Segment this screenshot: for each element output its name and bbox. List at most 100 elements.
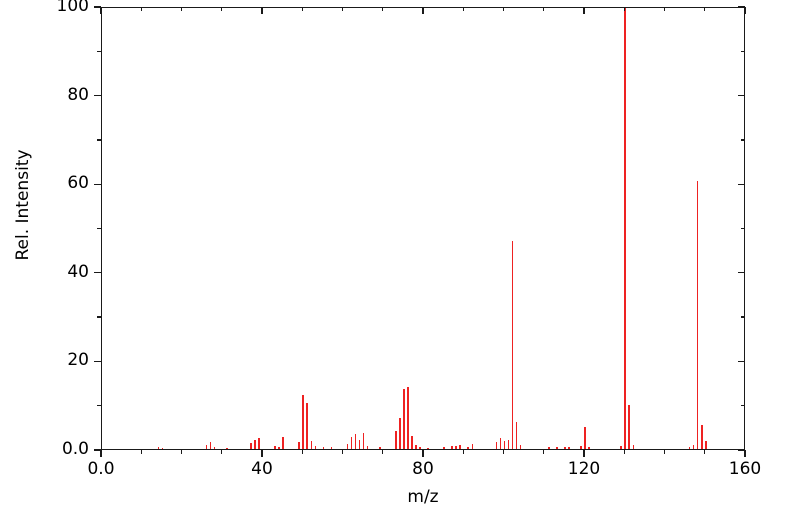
x-tick-minor [462,450,464,454]
spectrum-peak [451,446,453,449]
x-tick-label: 80 [412,459,434,479]
spectrum-peak [471,443,474,449]
spectrum-peak [205,445,208,449]
spectrum-peak [346,444,349,449]
y-tick-label: 40 [67,261,89,282]
x-tick-major-top [583,7,585,14]
x-tick-major-top [744,7,746,14]
y-tick-label: 60 [67,173,89,194]
spectrum-peak [378,446,381,449]
x-tick-minor [704,450,706,454]
x-tick-major [422,450,424,457]
spectrum-peak [580,446,582,449]
spectrum-peak [459,444,462,449]
spectrum-peak [366,446,369,449]
x-tick-major [261,450,263,457]
y-tick-major [94,360,101,363]
y-tick-label: 0.0 [61,439,89,459]
spectrum-peak [302,394,305,449]
y-tick-minor-right [741,405,745,407]
y-tick-label: 20 [67,350,89,371]
spectrum-peak [499,438,502,449]
y-tick-minor [97,139,101,141]
x-tick-major [583,450,585,457]
y-tick-minor-right [741,316,745,318]
spectrum-peak [225,447,228,449]
x-tick-minor-top [502,7,505,11]
spectrum-peak [209,441,212,449]
x-tick-major-top [422,7,424,14]
spectrum-peak [704,441,707,449]
y-tick-major [94,449,101,451]
y-tick-major-right [738,183,745,185]
spectrum-peak [588,446,590,449]
spectrum-peak [330,447,333,449]
spectrum-peak [213,446,216,449]
spectrum-peak [407,386,409,449]
spectrum-peak [519,444,522,449]
x-axis-title: m/z [407,487,439,507]
y-tick-major-right [738,449,745,451]
spectrum-peak [250,442,252,449]
spectrum-peak [314,445,317,449]
spectrum-peak [350,437,353,449]
x-tick-minor-top [180,7,183,11]
y-tick-minor-right [741,139,745,141]
x-tick-minor-top [301,7,303,11]
x-tick-minor-top [382,7,384,11]
spectrum-peak [515,422,518,449]
y-tick-major [94,272,101,274]
spectrum-peak [415,444,417,449]
spectrum-peak [632,445,635,449]
spectrum-peak [620,446,623,449]
x-tick-minor [663,450,666,454]
x-tick-minor-top [341,7,344,11]
spectrum-peak [624,8,627,449]
spectrum-peak [322,446,325,449]
spectrum-peak [455,445,457,449]
y-tick-minor [97,405,101,407]
x-tick-major [744,450,746,457]
spectrum-peak [399,418,401,449]
y-tick-major-right [738,272,745,274]
spectrum-peak [358,440,361,449]
spectrum-peak [628,404,631,449]
x-tick-label: 160 [728,459,762,479]
x-tick-minor [543,450,545,454]
y-tick-label: 100 [56,0,89,16]
x-tick-minor [623,450,625,454]
x-tick-minor [140,450,142,454]
spectrum-peak [495,441,498,449]
spectrum-peak [688,446,691,449]
spectrum-peak [419,447,421,449]
spectrum-peak [274,446,276,449]
spectrum-peak [467,447,470,449]
x-tick-label: 0.0 [87,459,115,479]
y-tick-major [94,183,101,185]
x-tick-minor-top [623,7,625,11]
x-tick-minor [221,450,223,454]
spectrum-peak [403,389,405,449]
x-tick-label: 120 [567,459,601,479]
x-tick-minor-top [221,7,223,11]
x-tick-minor-top [462,7,464,11]
y-tick-label: 80 [67,84,89,105]
y-axis-title: Rel. Intensity [13,149,33,261]
spectrum-peaks [102,8,744,449]
x-tick-minor-top [140,7,142,11]
spectrum-peak [258,438,260,449]
spectrum-peak [443,446,445,449]
x-tick-major-top [261,7,263,14]
x-tick-minor [502,450,505,454]
y-tick-major-right [738,94,745,97]
x-tick-minor-top [704,7,706,11]
x-tick-minor [382,450,384,454]
spectrum-peak [547,447,550,449]
spectrum-peak [254,440,256,449]
x-tick-label: 40 [251,459,273,479]
y-tick-major-right [738,360,745,363]
x-tick-minor-top [543,7,545,11]
spectrum-peak [306,402,309,449]
spectrum-peak [427,447,429,449]
